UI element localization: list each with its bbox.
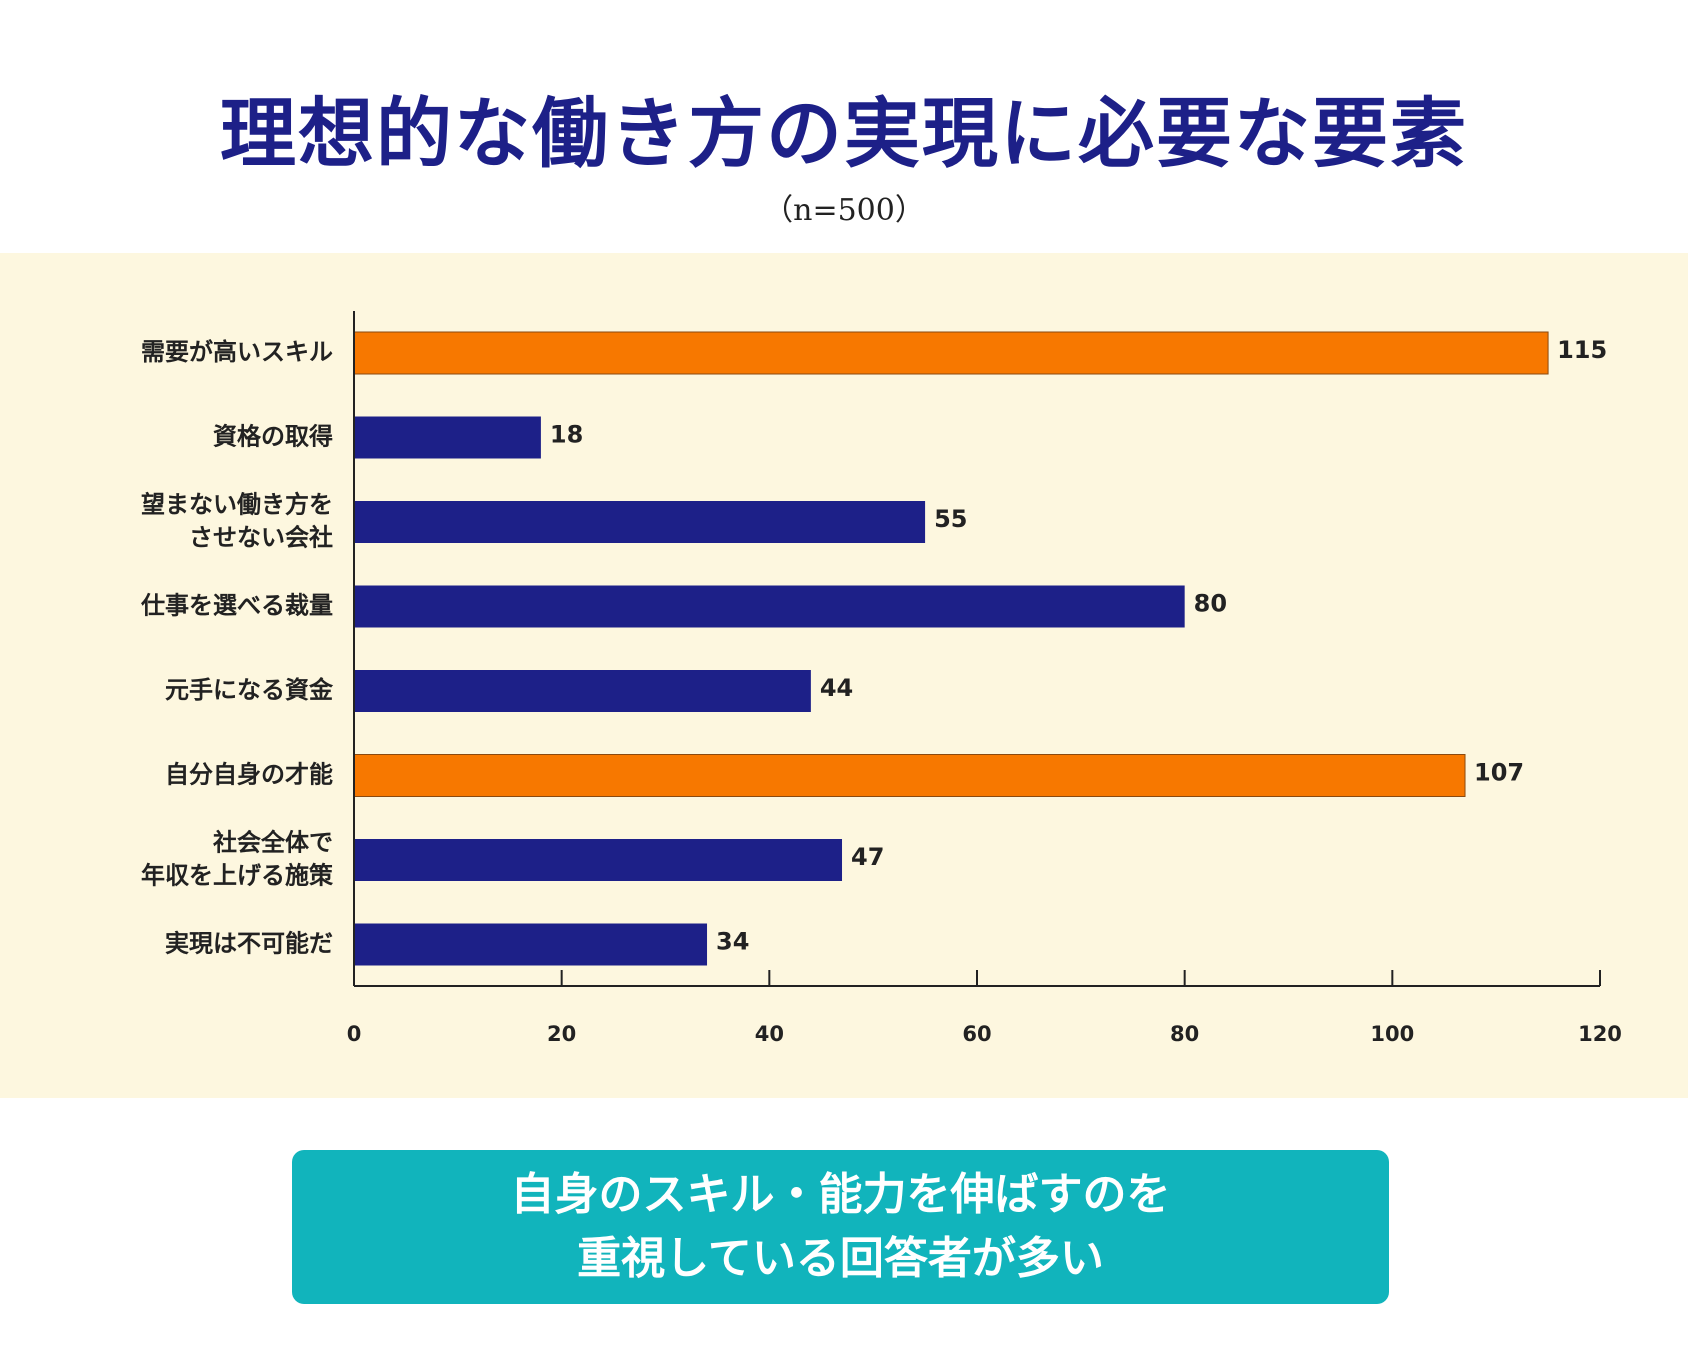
x-tick-label-40: 40: [755, 1022, 784, 1046]
value-label-8: 34: [716, 928, 749, 956]
value-label-1: 115: [1557, 336, 1607, 364]
bar-6: [353, 754, 1466, 797]
bar-8: [354, 923, 708, 966]
category-label-3-line-1: 望まない働き方を: [141, 491, 333, 519]
callout-line-1: 自身のスキル・能力を伸ばすのを: [510, 1169, 1171, 1220]
category-label-5: 元手になる資金: [165, 676, 334, 704]
category-label-4: 仕事を選べる裁量: [140, 592, 333, 620]
bar-7: [354, 839, 843, 881]
summary-callout: 自身のスキル・能力を伸ばすのを 重視している回答者が多い: [292, 1150, 1389, 1304]
callout-line-2: 重視している回答者が多い: [577, 1233, 1104, 1284]
bar-5: [354, 670, 811, 712]
chart-panel: 115 需要が高いスキル 18 資格の取得 55 望まない働き方をさせない会社 80 仕事を選…: [0, 253, 1688, 1098]
value-label-6: 107: [1474, 759, 1524, 787]
x-tick-label-0: 0: [347, 1022, 362, 1046]
value-label-3: 55: [934, 505, 967, 533]
category-label-7-line-2: 年収を上げる施策: [141, 862, 334, 890]
x-tick-label-80: 80: [1170, 1022, 1199, 1046]
category-label-7-line-1: 社会全体で: [213, 829, 333, 857]
sample-size-note: （n=500）: [763, 193, 925, 228]
value-label-2: 18: [550, 421, 583, 449]
category-label-8: 実現は不可能だ: [165, 930, 333, 958]
category-label-2: 資格の取得: [213, 423, 333, 451]
bar-3: [354, 501, 926, 543]
value-label-7: 47: [851, 843, 884, 871]
chart-title: 理想的な働き方の実現に必要な要素: [220, 89, 1468, 178]
x-tick-label-100: 100: [1370, 1022, 1414, 1046]
x-tick-label-60: 60: [962, 1022, 991, 1046]
category-label-3-line-2: させない会社: [189, 524, 333, 552]
bar-1: [353, 331, 1549, 375]
bar-2: [354, 416, 541, 459]
x-tick-label-20: 20: [547, 1022, 576, 1046]
value-label-4: 80: [1194, 590, 1227, 618]
category-label-1: 需要が高いスキル: [141, 338, 333, 366]
bar-4: [354, 585, 1185, 628]
category-label-6: 自分自身の才能: [165, 761, 333, 789]
value-label-5: 44: [820, 674, 853, 702]
x-tick-label-120: 120: [1578, 1022, 1622, 1046]
